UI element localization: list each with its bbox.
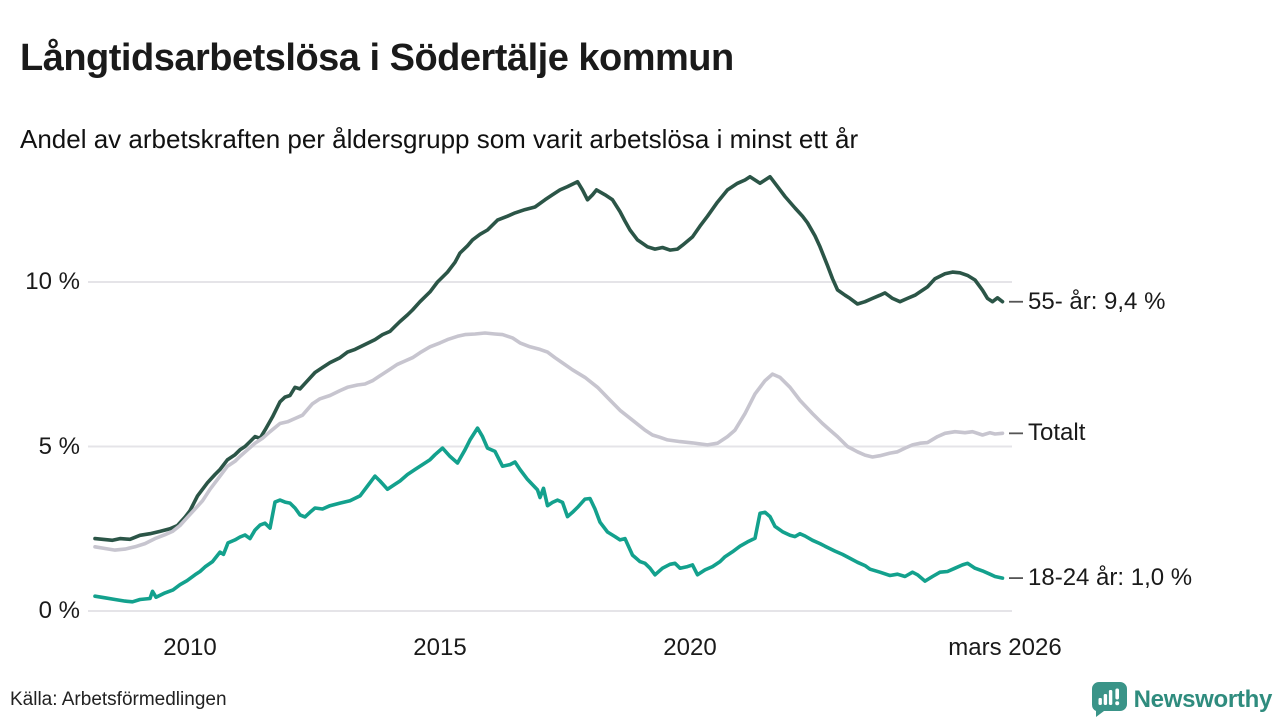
series-end-label-totalt: Totalt xyxy=(1028,419,1086,447)
newsworthy-bubble-chart-icon xyxy=(1091,682,1127,717)
newsworthy-logo: Newsworthy xyxy=(1090,682,1272,717)
x-axis-tick-mars-2026: mars 2026 xyxy=(948,634,1062,661)
x-axis-tick-2010: 2010 xyxy=(163,634,217,661)
x-axis-tick-2015: 2015 xyxy=(413,634,467,661)
page-title: Långtidsarbetslösa i Södertälje kommun xyxy=(20,37,734,80)
y-axis-tick-10: 10 % xyxy=(25,268,80,295)
x-axis-tick-2020: 2020 xyxy=(663,634,717,661)
newsworthy-logo-text: Newsworthy xyxy=(1133,685,1273,713)
y-axis-tick-5: 5 % xyxy=(38,432,80,460)
series-line-18-24-ar xyxy=(93,426,1005,604)
series-end-label-18-24-ar: 18-24 år: 1,0 % xyxy=(1028,564,1193,592)
series-line-totalt xyxy=(93,331,1005,552)
y-axis-tick-0: 0 % xyxy=(38,597,80,624)
page-subtitle: Andel av arbetskraften per åldersgrupp s… xyxy=(20,124,859,154)
series-line-55-ar xyxy=(93,174,1005,543)
series-end-label-55-ar: 55- år: 9,4 % xyxy=(1028,287,1166,315)
source-attribution: Källa: Arbetsförmedlingen xyxy=(10,689,227,710)
